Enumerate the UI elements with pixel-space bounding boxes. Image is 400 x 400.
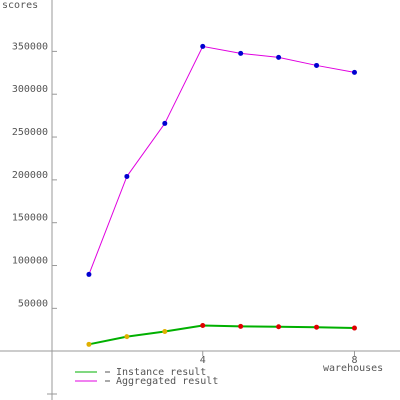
y-tick-label: 350000 — [12, 41, 48, 52]
data-point — [162, 328, 168, 334]
x-tick-label: 8 — [351, 355, 357, 366]
data-point — [200, 322, 206, 328]
legend-label: Instance result — [116, 367, 206, 378]
y-tick-label: 250000 — [12, 127, 48, 138]
data-point — [124, 334, 130, 340]
data-point — [276, 324, 282, 330]
data-point — [200, 43, 206, 49]
data-point — [351, 325, 357, 331]
x-tick-label: 4 — [200, 355, 206, 366]
y-axis-label: scores — [2, 0, 38, 11]
series-line — [88, 324, 355, 346]
data-point — [238, 323, 244, 329]
x-axis-label: warehouses — [323, 363, 383, 374]
y-tick-label: 200000 — [12, 170, 48, 181]
data-point — [86, 341, 92, 347]
data-point — [86, 271, 92, 277]
data-point — [276, 54, 282, 60]
data-point — [314, 324, 320, 330]
data-point — [351, 69, 357, 75]
data-point — [238, 50, 244, 56]
legend-label: Aggregated result — [116, 376, 218, 387]
data-point — [124, 173, 130, 179]
y-tick-label: 300000 — [12, 84, 48, 95]
data-point — [162, 120, 168, 126]
series-line — [88, 45, 355, 275]
y-tick-label: 50000 — [18, 298, 48, 309]
y-tick-label: 100000 — [12, 256, 48, 267]
data-point — [314, 62, 320, 68]
y-tick-label: 150000 — [12, 213, 48, 224]
